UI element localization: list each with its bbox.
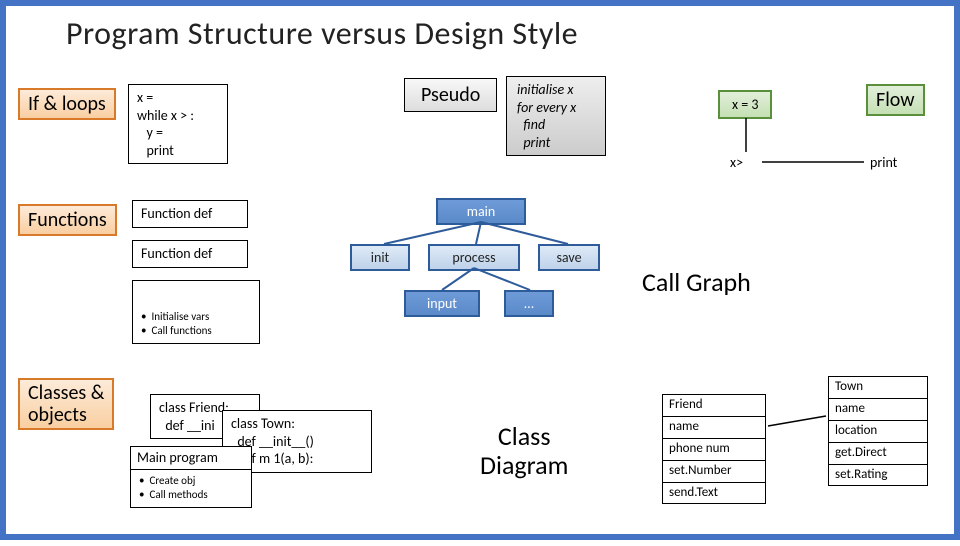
uml-town: Town name location get.Direct set.Rating [828,376,928,486]
main-program2-bullets: • Create obj • Call methods [130,470,252,508]
cg-dots: … [504,290,554,317]
cg-save: save [538,244,600,271]
diagram-stage: If & loops x = while x > : y = print Pse… [6,6,954,534]
main-program-bullets: • Initialise vars • Call functions [132,306,260,344]
uml-friend-attr-0: name [663,417,765,439]
flow-node-cond: x> [730,154,743,171]
uml-town-attr-1: location [829,421,927,443]
cg-main: main [436,198,526,225]
cg-init: init [350,244,410,271]
cg-process: process [428,244,520,271]
label-if-loops: If & loops [18,88,116,120]
label-call-graph: Call Graph [642,266,751,298]
uml-friend-title: Friend [663,395,765,417]
label-flow: Flow [866,84,925,116]
label-classes: Classes & objects [18,378,114,430]
uml-town-title: Town [829,377,927,399]
uml-friend-op-0: set.Number [663,461,765,483]
uml-friend-attr-1: phone num [663,439,765,461]
main-program2-title: Main program [130,446,252,470]
uml-friend-op-1: send.Text [663,483,765,504]
uml-friend: Friend name phone num set.Number send.Te… [662,394,766,504]
fn-def-2: Function def [132,240,248,268]
label-functions: Functions [18,204,117,236]
flow-node-print: print [870,154,897,171]
uml-town-op-1: set.Rating [829,465,927,486]
pseudo-title: Pseudo [404,78,497,112]
flow-node-init: x = 3 [718,90,772,119]
uml-town-op-0: get.Direct [829,443,927,465]
fn-def-1: Function def [132,200,248,228]
pseudo-code: initialise x for every x find print [506,76,606,156]
cg-input: input [404,290,480,317]
uml-town-attr-0: name [829,399,927,421]
code-if-loops: x = while x > : y = print [128,84,228,164]
label-class-diagram: Class Diagram [480,422,568,479]
